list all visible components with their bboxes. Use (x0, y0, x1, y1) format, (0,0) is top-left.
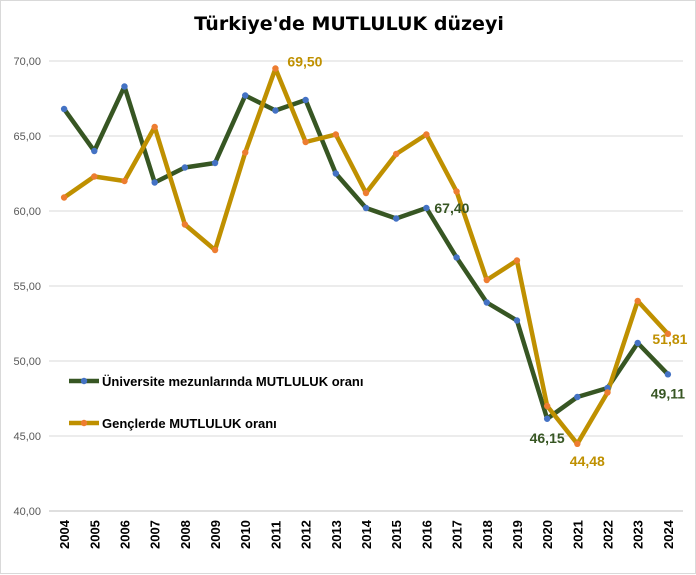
data-point (151, 123, 158, 131)
data-point (483, 299, 490, 306)
legend-marker (80, 377, 88, 385)
x-tick-label: 2008 (178, 520, 193, 549)
data-point (242, 92, 249, 99)
x-tick-label: 2018 (480, 520, 495, 549)
data-point (543, 415, 551, 422)
data-point (423, 204, 430, 212)
data-label: 46,15 (530, 430, 565, 446)
y-tick-label: 70,00 (13, 56, 41, 68)
y-tick-label: 65,00 (13, 131, 41, 143)
data-point (272, 65, 279, 72)
x-tick-label: 2013 (329, 520, 344, 549)
data-point (332, 131, 340, 138)
x-tick-label: 2005 (87, 520, 102, 549)
x-tick-label: 2019 (510, 520, 525, 549)
data-label: 44,48 (570, 453, 605, 469)
data-point (181, 221, 189, 228)
y-tick-label: 60,00 (13, 206, 41, 218)
data-point (211, 246, 219, 254)
x-tick-label: 2021 (570, 520, 585, 549)
data-point (543, 402, 551, 410)
legend-label-1: Gençlerde MUTLULUK oranı (102, 416, 277, 431)
data-point (423, 131, 430, 138)
data-point (453, 254, 460, 261)
x-tick-label: 2006 (117, 520, 132, 549)
legend-marker (80, 419, 88, 427)
data-point (60, 194, 68, 201)
x-tick-label: 2017 (450, 520, 465, 549)
data-point (513, 257, 521, 264)
data-point (604, 384, 611, 392)
legend-label-0: Üniversite mezunlarında MUTLULUK oranı (102, 374, 363, 389)
x-tick-label: 2020 (540, 520, 555, 549)
data-point (302, 138, 309, 146)
data-point (242, 149, 249, 156)
data-point (91, 147, 98, 155)
data-point (634, 339, 641, 347)
data-point (121, 83, 128, 90)
data-label: 69,50 (287, 54, 322, 70)
data-point (91, 173, 98, 180)
data-point (211, 159, 219, 167)
data-point (453, 188, 460, 195)
data-point (272, 107, 279, 114)
data-point (664, 371, 672, 378)
data-point (362, 204, 370, 212)
data-label: 67,40 (434, 200, 469, 216)
x-tick-label: 2022 (601, 520, 616, 549)
data-point (151, 179, 158, 186)
y-tick-label: 40,00 (13, 506, 41, 518)
data-point (60, 105, 68, 113)
data-point (121, 177, 128, 185)
data-point (483, 276, 490, 284)
data-label: 49,11 (651, 385, 685, 401)
x-tick-label: 2015 (389, 520, 404, 549)
data-point (302, 96, 309, 104)
data-point (664, 330, 672, 338)
x-tick-label: 2024 (661, 519, 676, 549)
data-point (574, 393, 581, 401)
x-tick-label: 2023 (631, 520, 646, 549)
x-tick-label: 2011 (268, 521, 283, 549)
x-tick-label: 2004 (57, 519, 72, 549)
chart-title: Türkiye'de MUTLULUK düzeyi (194, 13, 504, 35)
y-tick-label: 50,00 (13, 356, 41, 368)
data-point (574, 440, 581, 447)
data-point (181, 164, 189, 171)
data-point (362, 189, 370, 197)
data-point (392, 150, 400, 158)
x-tick-label: 2009 (208, 520, 223, 549)
data-point (604, 389, 611, 396)
y-tick-label: 55,00 (13, 281, 41, 293)
data-point (513, 317, 521, 324)
x-tick-label: 2012 (299, 520, 314, 549)
data-label: 51,81 (652, 331, 687, 347)
x-tick-label: 2016 (419, 520, 434, 549)
data-point (392, 215, 400, 222)
x-tick-label: 2007 (148, 520, 163, 549)
x-tick-label: 2014 (359, 519, 374, 549)
x-tick-label: 2010 (238, 520, 253, 549)
data-point (332, 170, 340, 177)
data-point (634, 297, 641, 305)
y-tick-label: 45,00 (13, 431, 41, 443)
